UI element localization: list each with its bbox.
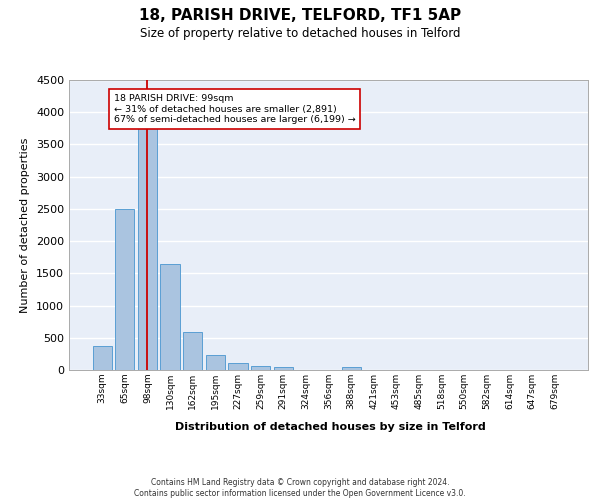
Bar [138, 128, 157, 370]
Text: 18 PARISH DRIVE: 99sqm
← 31% of detached houses are smaller (2,891)
67% of semi-: 18 PARISH DRIVE: 99sqm ← 31% of detached… [113, 94, 355, 124]
Bar [341, 367, 361, 370]
Text: Contains HM Land Registry data © Crown copyright and database right 2024.
Contai: Contains HM Land Registry data © Crown c… [134, 478, 466, 498]
Bar [251, 366, 270, 370]
Text: Distribution of detached houses by size in Telford: Distribution of detached houses by size … [175, 422, 485, 432]
Y-axis label: Number of detached properties: Number of detached properties [20, 138, 31, 312]
Text: Size of property relative to detached houses in Telford: Size of property relative to detached ho… [140, 28, 460, 40]
Bar [183, 332, 202, 370]
Bar [206, 355, 225, 370]
Text: 18, PARISH DRIVE, TELFORD, TF1 5AP: 18, PARISH DRIVE, TELFORD, TF1 5AP [139, 8, 461, 22]
Bar [229, 363, 248, 370]
Bar [92, 346, 112, 370]
Bar [274, 368, 293, 370]
Bar [160, 264, 180, 370]
Bar [115, 209, 134, 370]
